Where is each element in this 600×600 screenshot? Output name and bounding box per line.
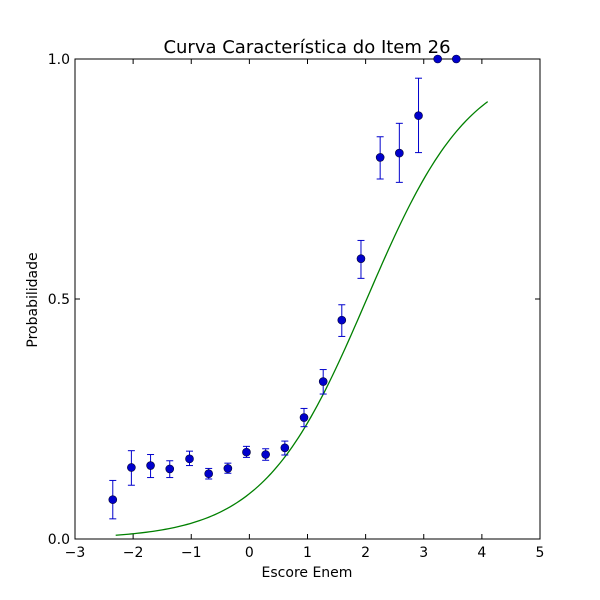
- data-point: [146, 461, 155, 470]
- x-axis-label: Escore Enem: [262, 565, 353, 581]
- chart-title: Curva Característica do Item 26: [163, 37, 450, 58]
- x-tick-label: −3: [65, 545, 86, 561]
- y-tick-label: 0.0: [48, 532, 70, 548]
- data-point: [433, 54, 443, 64]
- x-tick-label: 0: [245, 545, 254, 561]
- x-tick-label: 1: [303, 545, 312, 561]
- y-tick-label: 0.5: [48, 292, 70, 308]
- data-point: [261, 450, 270, 459]
- data-point: [280, 443, 290, 453]
- data-point: [204, 469, 213, 479]
- y-tick-label: 1.0: [48, 52, 70, 68]
- data-point: [451, 54, 461, 64]
- plot-frame: [74, 58, 541, 540]
- x-tick-label: −2: [123, 545, 144, 561]
- data-point: [223, 464, 233, 473]
- plot-area: −3 −2 −1 0 1 2 3 4 5 0.0 0.5 1.0: [48, 52, 545, 561]
- data-point: [356, 254, 366, 263]
- data-point: [299, 413, 309, 422]
- data-point: [108, 495, 118, 504]
- model-curve: [115, 101, 489, 536]
- data-point: [414, 111, 423, 120]
- data-point: [242, 447, 251, 457]
- data-point: [337, 315, 347, 325]
- y-axis-label: Probabilidade: [25, 252, 41, 347]
- x-tick-label: 2: [361, 545, 370, 561]
- data-point: [318, 377, 328, 386]
- data-point: [375, 153, 385, 162]
- data-point: [165, 464, 175, 474]
- x-tick-label: 4: [477, 545, 486, 561]
- data-point: [395, 148, 404, 158]
- x-tick-label: 3: [419, 545, 428, 561]
- x-tick-label: 5: [536, 545, 545, 561]
- data-point: [127, 463, 136, 472]
- data-point: [185, 454, 194, 464]
- x-tick-label: −1: [181, 545, 202, 561]
